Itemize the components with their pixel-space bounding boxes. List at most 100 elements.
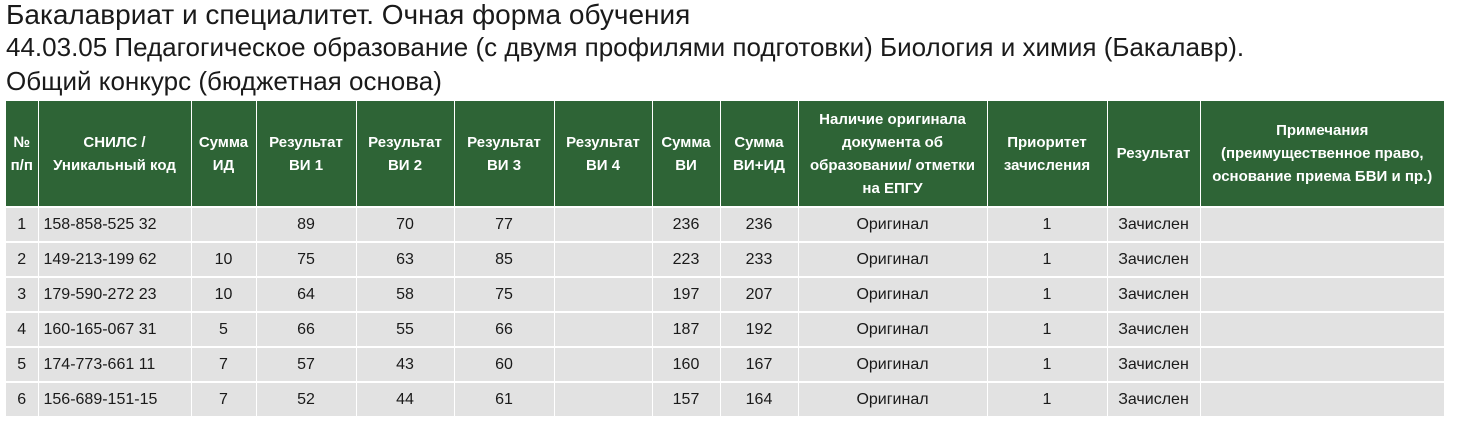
table-row: 5 174-773-661 11 7 57 43 60 160 167 Оригинал 1 Зач…	[6, 346, 1444, 382]
table-row: 4 160-165-067 31 5 66 55 66 187 192 Оригинал 1 Зач…	[6, 311, 1444, 347]
page-header: Бакалавриат и специалитет. Очная форма о…	[0, 0, 1457, 98]
col-notes-cell	[1200, 311, 1444, 347]
col-snils-cell: 158-858-525 32	[38, 206, 192, 242]
col-sum-id-cell: 7	[191, 381, 257, 416]
col-result-cell: Зачислен	[1107, 346, 1201, 382]
col-vi2-cell: 63	[356, 241, 455, 277]
col-vi4-header: Результат ВИ 4	[554, 101, 653, 207]
col-sum-vi-id-cell: 192	[720, 311, 799, 347]
col-snils-cell: 160-165-067 31	[38, 311, 192, 347]
col-sum-vi-cell: 157	[652, 381, 721, 416]
col-notes-cell	[1200, 241, 1444, 277]
col-vi1-cell: 66	[256, 311, 357, 347]
col-sum-vi-cell: 236	[652, 206, 721, 242]
col-original-cell: Оригинал	[798, 241, 988, 277]
col-sum-vi-cell: 160	[652, 346, 721, 382]
col-notes-cell	[1200, 206, 1444, 242]
col-notes-header: Примечания (преимущественное право, осно…	[1200, 101, 1444, 207]
col-sum-vi-cell: 187	[652, 311, 721, 347]
col-sum-vi-id-cell: 233	[720, 241, 799, 277]
col-number-cell: 6	[6, 381, 39, 416]
col-vi2-cell: 70	[356, 206, 455, 242]
col-vi4-cell	[554, 276, 653, 312]
col-sum-id-cell: 10	[191, 276, 257, 312]
col-vi3-cell: 75	[454, 276, 555, 312]
col-result-cell: Зачислен	[1107, 206, 1201, 242]
col-sum-id-cell: 10	[191, 241, 257, 277]
col-original-cell: Оригинал	[798, 311, 988, 347]
col-vi2-header: Результат ВИ 2	[356, 101, 455, 207]
col-vi3-cell: 77	[454, 206, 555, 242]
col-vi2-cell: 43	[356, 346, 455, 382]
applicants-table: № п/п СНИЛС / Уникальный код Сумма ИД Резул…	[6, 101, 1444, 416]
col-result-cell: Зачислен	[1107, 311, 1201, 347]
col-vi3-header: Результат ВИ 3	[454, 101, 555, 207]
program-title: 44.03.05 Педагогическое образование (с д…	[6, 32, 1245, 62]
col-number-header: № п/п	[6, 101, 39, 207]
col-sum-id-cell: 5	[191, 311, 257, 347]
col-snils-cell: 156-689-151-15	[38, 381, 192, 416]
col-vi1-cell: 75	[256, 241, 357, 277]
table-header-row: № п/п СНИЛС / Уникальный код Сумма ИД Резул…	[6, 101, 1444, 207]
col-priority-cell: 1	[987, 311, 1108, 347]
col-original-cell: Оригинал	[798, 381, 988, 416]
col-priority-cell: 1	[987, 276, 1108, 312]
col-result-cell: Зачислен	[1107, 241, 1201, 277]
col-number-cell: 1	[6, 206, 39, 242]
col-snils-header: СНИЛС / Уникальный код	[38, 101, 192, 207]
col-snils-cell: 174-773-661 11	[38, 346, 192, 382]
col-sum-vi-id-header: Сумма ВИ+ИД	[720, 101, 799, 207]
col-number-cell: 2	[6, 241, 39, 277]
table-row: 6 156-689-151-15 7 52 44 61 157 164 Оригинал 1 Зач…	[6, 381, 1444, 416]
col-sum-id-cell	[191, 206, 257, 242]
col-sum-id-header: Сумма ИД	[191, 101, 257, 207]
col-vi4-cell	[554, 311, 653, 347]
col-notes-cell	[1200, 276, 1444, 312]
col-original-header: Наличие оригинала документа об образован…	[798, 101, 988, 207]
col-notes-cell	[1200, 381, 1444, 416]
col-vi2-cell: 55	[356, 311, 455, 347]
col-result-cell: Зачислен	[1107, 276, 1201, 312]
col-original-cell: Оригинал	[798, 206, 988, 242]
col-vi1-cell: 64	[256, 276, 357, 312]
col-sum-vi-id-cell: 236	[720, 206, 799, 242]
col-vi3-cell: 61	[454, 381, 555, 416]
col-priority-cell: 1	[987, 346, 1108, 382]
col-number-cell: 3	[6, 276, 39, 312]
col-sum-vi-id-cell: 207	[720, 276, 799, 312]
table-row: 3 179-590-272 23 10 64 58 75 197 207 Оригинал 1 За…	[6, 276, 1444, 312]
col-sum-vi-id-cell: 164	[720, 381, 799, 416]
page-title: Бакалавриат и специалитет. Очная форма о…	[6, 0, 691, 30]
col-number-cell: 5	[6, 346, 39, 382]
col-snils-cell: 149-213-199 62	[38, 241, 192, 277]
col-vi1-cell: 89	[256, 206, 357, 242]
col-vi3-cell: 60	[454, 346, 555, 382]
col-vi3-cell: 85	[454, 241, 555, 277]
competition-title: Общий конкурс (бюджетная основа)	[6, 66, 442, 96]
col-vi1-header: Результат ВИ 1	[256, 101, 357, 207]
col-vi2-cell: 58	[356, 276, 455, 312]
col-vi1-cell: 52	[256, 381, 357, 416]
table-row: 2 149-213-199 62 10 75 63 85 223 233 Оригинал 1 За…	[6, 241, 1444, 277]
col-sum-id-cell: 7	[191, 346, 257, 382]
table-body: 1 158-858-525 32 89 70 77 236 236 Оригинал 1 Зачи…	[6, 206, 1444, 416]
col-sum-vi-id-cell: 167	[720, 346, 799, 382]
col-original-cell: Оригинал	[798, 346, 988, 382]
col-sum-vi-cell: 197	[652, 276, 721, 312]
col-vi4-cell	[554, 241, 653, 277]
col-result-header: Результат	[1107, 101, 1201, 207]
col-sum-vi-header: Сумма ВИ	[652, 101, 721, 207]
col-vi4-cell	[554, 346, 653, 382]
col-notes-cell	[1200, 346, 1444, 382]
col-priority-header: Приоритет зачисления	[987, 101, 1108, 207]
col-vi3-cell: 66	[454, 311, 555, 347]
col-vi4-cell	[554, 381, 653, 416]
table-row: 1 158-858-525 32 89 70 77 236 236 Оригинал 1 Зачи…	[6, 206, 1444, 242]
col-vi4-cell	[554, 206, 653, 242]
col-result-cell: Зачислен	[1107, 381, 1201, 416]
col-priority-cell: 1	[987, 241, 1108, 277]
col-priority-cell: 1	[987, 381, 1108, 416]
col-number-cell: 4	[6, 311, 39, 347]
col-vi1-cell: 57	[256, 346, 357, 382]
col-vi2-cell: 44	[356, 381, 455, 416]
